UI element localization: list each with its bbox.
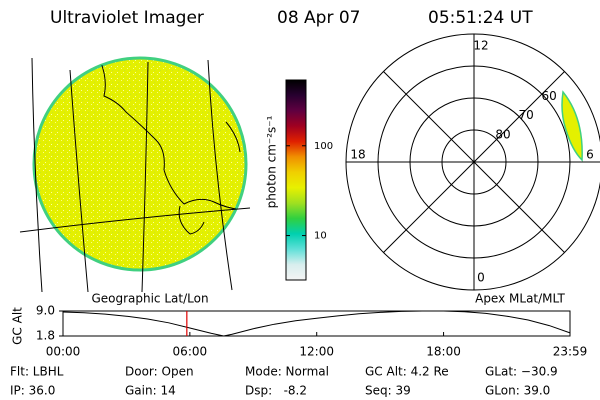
image-label: Geographic Lat/Lon [91, 292, 208, 306]
x-tick-label: 23:59 [553, 345, 588, 359]
status-field: Seq: 39 [365, 384, 411, 398]
auroral-oval [561, 90, 583, 162]
x-tick-label: 18:00 [426, 345, 461, 359]
colorbar-tick-label: 10 [314, 231, 327, 242]
y-tick-label: 1.8 [36, 329, 55, 343]
geographic-grid [19, 57, 251, 293]
status-field: IP: 36.0 [10, 384, 55, 398]
status-field: Gain: 14 [125, 384, 176, 398]
mlt-label: 6 [586, 148, 594, 162]
y-axis-label: GC Alt [11, 307, 25, 345]
colorbar-label: photon cm⁻²s⁻¹ [265, 115, 279, 208]
colorbar-scale [285, 79, 307, 281]
mlat-ring [377, 65, 571, 259]
polar-label: Apex MLat/MLT [475, 292, 565, 306]
status-field: Mode: Normal [245, 365, 329, 379]
altitude-line [62, 310, 571, 337]
mlat-label: 60 [541, 89, 556, 103]
x-tick-label: 12:00 [299, 345, 334, 359]
x-tick-label: 00:00 [46, 345, 81, 359]
coastlines [99, 59, 243, 235]
polar-spoke [383, 71, 565, 253]
mlat-label: 70 [518, 108, 533, 122]
status-field: GC Alt: 4.2 Re [365, 365, 449, 379]
colorbar-tick-label: 100 [314, 141, 333, 152]
colorbar: 10 100 [285, 79, 333, 281]
y-tick-label: 9.0 [36, 304, 55, 318]
earth-disk [32, 56, 248, 272]
status-field: Door: Open [125, 365, 194, 379]
mlt-label: 18 [350, 148, 365, 162]
time: 05:51:24 UT [428, 8, 533, 28]
mlt-label: 0 [477, 271, 485, 285]
x-tick-label: 06:00 [173, 345, 208, 359]
footer: Flt: LBHL Door: Open Mode: Normal GC Alt: 4… [10, 365, 558, 398]
uv-image [19, 56, 251, 293]
instrument-title: Ultraviolet Imager [50, 8, 204, 28]
mlat-ring [441, 129, 507, 195]
altitude-chart: 9.0 1.8 00:00 06:00 12:00 18:00 23:59 [36, 304, 587, 359]
mlat-label: 80 [495, 127, 510, 141]
status-field: GLat: −30.9 [485, 365, 558, 379]
mlat-ring [409, 97, 539, 227]
status-field: Flt: LBHL [10, 365, 64, 379]
date: 08 Apr 07 [277, 8, 360, 28]
status-field: GLon: 39.0 [485, 384, 550, 398]
status-field: Dsp: -8.2 [245, 384, 307, 398]
mlt-label: 12 [473, 39, 488, 53]
